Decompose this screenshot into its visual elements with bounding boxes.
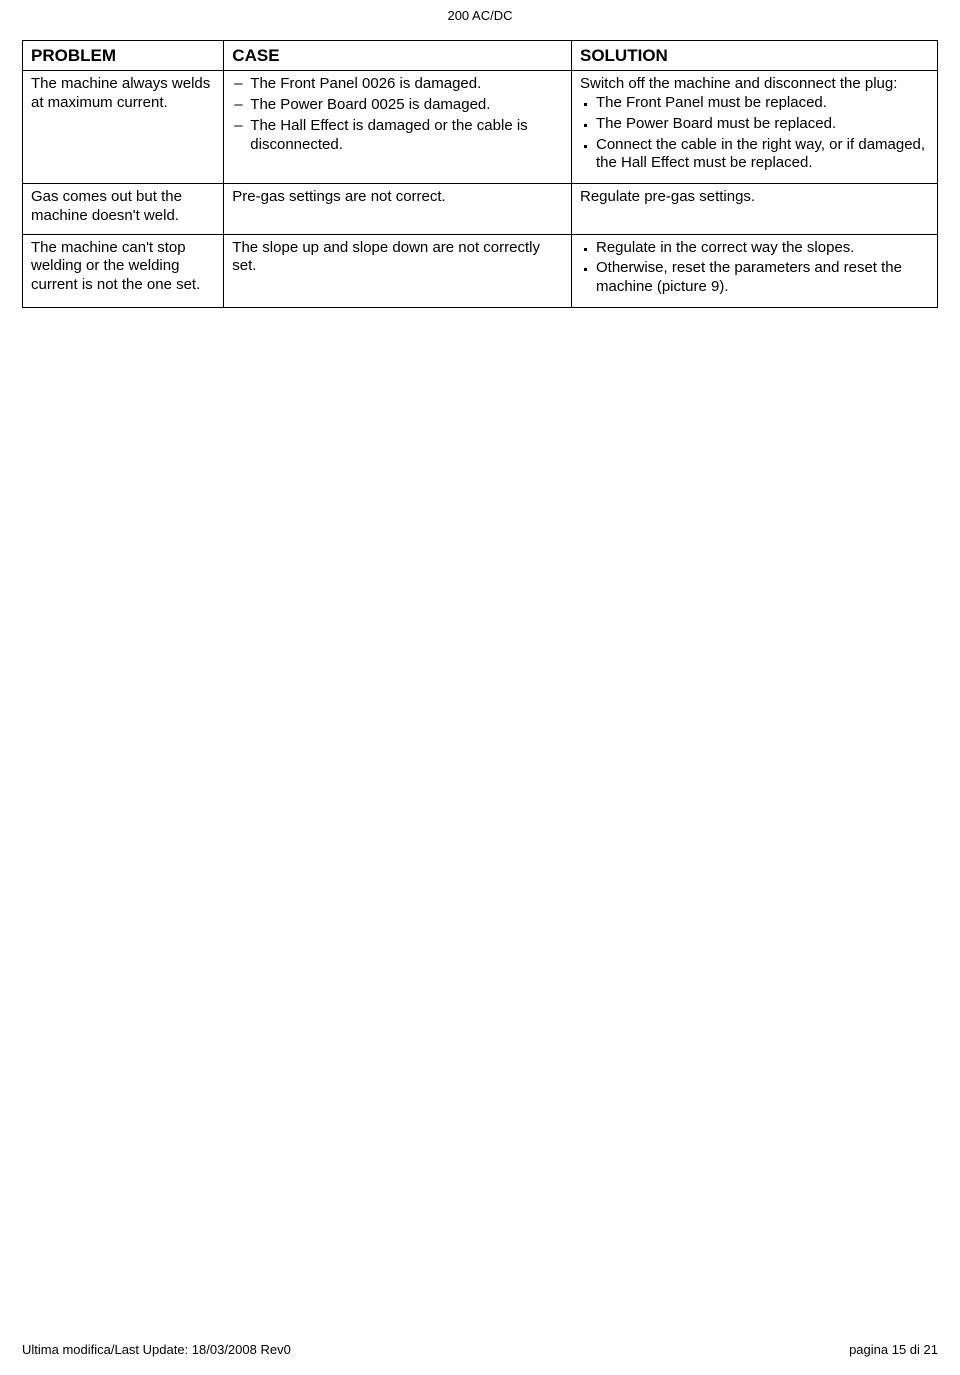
page-header-title: 200 AC/DC [0, 8, 960, 23]
cell-case: The Front Panel 0026 is damaged. The Pow… [224, 71, 572, 184]
solution-list: Regulate in the correct way the slopes. … [580, 239, 929, 297]
col-header-problem: PROBLEM [23, 41, 224, 71]
col-header-solution: SOLUTION [571, 41, 937, 71]
cell-solution: Regulate in the correct way the slopes. … [571, 234, 937, 307]
cell-solution: Regulate pre-gas settings. [571, 184, 937, 235]
cell-problem: The machine always welds at maximum curr… [23, 71, 224, 184]
cell-case: The slope up and slope down are not corr… [224, 234, 572, 307]
solution-item: The Power Board must be replaced. [580, 115, 929, 134]
table-row: The machine always welds at maximum curr… [23, 71, 938, 184]
footer-right-text: pagina 15 di 21 [849, 1342, 938, 1357]
solution-item: Connect the cable in the right way, or i… [580, 136, 929, 174]
solution-list: The Front Panel must be replaced. The Po… [580, 94, 929, 173]
case-item: The Power Board 0025 is damaged. [232, 96, 563, 115]
content-area: PROBLEM CASE SOLUTION The machine always… [22, 40, 938, 308]
cell-solution: Switch off the machine and disconnect th… [571, 71, 937, 184]
solution-item: Regulate in the correct way the slopes. [580, 239, 929, 258]
col-header-case: CASE [224, 41, 572, 71]
case-item: The Hall Effect is damaged or the cable … [232, 117, 563, 155]
footer-left-text: Ultima modifica/Last Update: 18/03/2008 … [22, 1342, 291, 1357]
solution-item: Otherwise, reset the parameters and rese… [580, 259, 929, 297]
table-header-row: PROBLEM CASE SOLUTION [23, 41, 938, 71]
solution-item: The Front Panel must be replaced. [580, 94, 929, 113]
table-row: Gas comes out but the machine doesn't we… [23, 184, 938, 235]
table-row: The machine can't stop welding or the we… [23, 234, 938, 307]
page-footer: Ultima modifica/Last Update: 18/03/2008 … [22, 1342, 938, 1357]
solution-intro: Switch off the machine and disconnect th… [580, 75, 929, 94]
cell-problem: Gas comes out but the machine doesn't we… [23, 184, 224, 235]
cell-case: Pre-gas settings are not correct. [224, 184, 572, 235]
troubleshooting-table: PROBLEM CASE SOLUTION The machine always… [22, 40, 938, 308]
case-list: The Front Panel 0026 is damaged. The Pow… [232, 75, 563, 154]
cell-problem: The machine can't stop welding or the we… [23, 234, 224, 307]
case-item: The Front Panel 0026 is damaged. [232, 75, 563, 94]
